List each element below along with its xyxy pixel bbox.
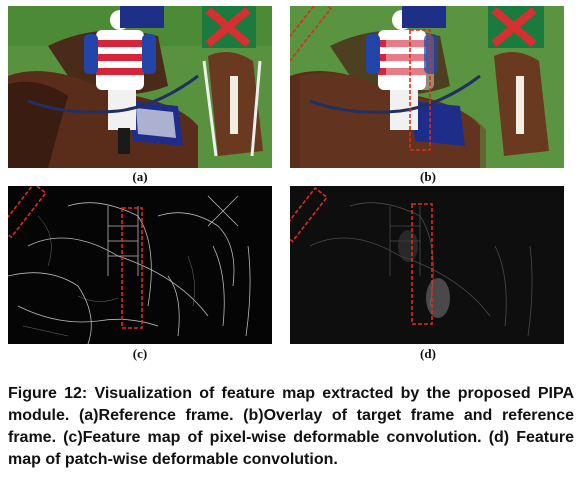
panel-a-reference-frame [8, 6, 272, 168]
photo-overlay-frame [290, 6, 564, 168]
figure-caption: Figure 12: Visualization of feature map … [8, 385, 574, 468]
feature-map-patch-wise [290, 186, 564, 344]
panel-d-patch-wise-feature-map [290, 186, 564, 344]
panel-b-overlay-frame [290, 6, 564, 168]
feature-map-pixel-wise [8, 186, 272, 344]
panel-a-label: (a) [132, 169, 148, 184]
vertical-annotation-box [411, 203, 433, 325]
overlay-annotation-boxes [290, 6, 431, 151]
photo-reference-frame [8, 6, 272, 168]
vertical-annotation-box [409, 29, 431, 151]
tilted-annotation-box [8, 186, 47, 239]
panel-b-label: (b) [420, 169, 436, 184]
patch-wise-annotation-boxes [290, 186, 433, 325]
panel-d-label: (d) [420, 346, 436, 361]
tilted-annotation-box [290, 6, 332, 62]
tilted-annotation-box [290, 186, 329, 243]
panel-c-pixel-wise-feature-map [8, 186, 272, 344]
vertical-annotation-box [121, 207, 143, 329]
panel-c-label: (c) [132, 346, 148, 361]
pixel-wise-annotation-boxes [8, 186, 143, 329]
